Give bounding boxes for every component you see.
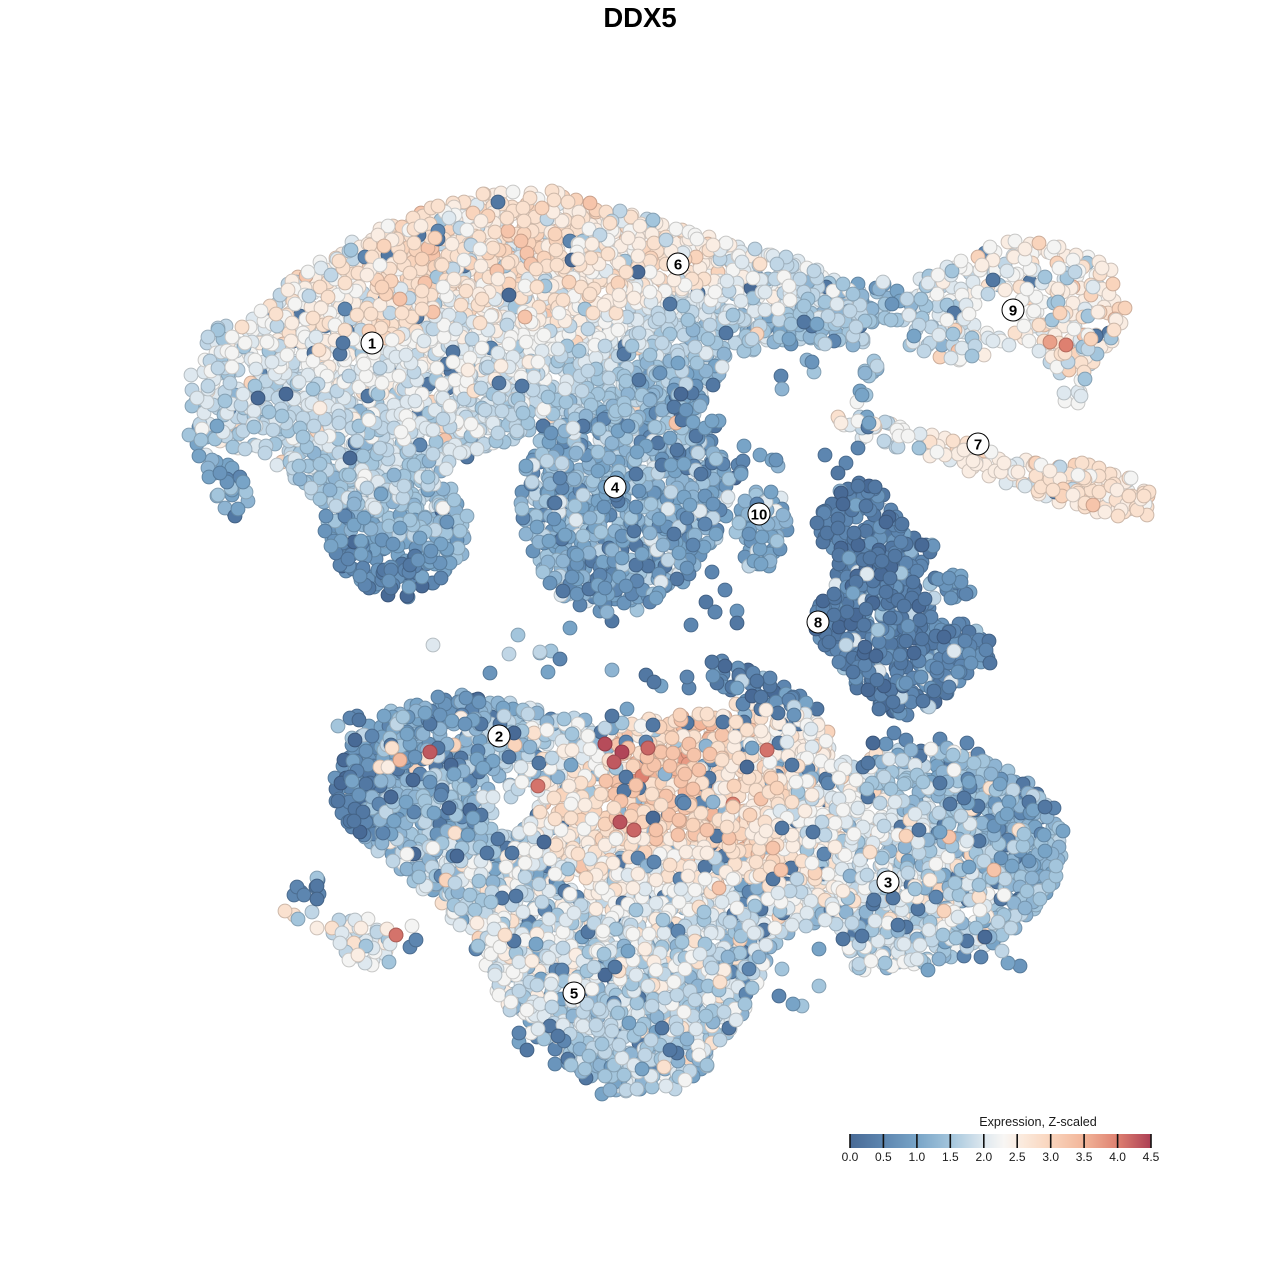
svg-text:DDX5: DDX5 [603, 2, 676, 33]
